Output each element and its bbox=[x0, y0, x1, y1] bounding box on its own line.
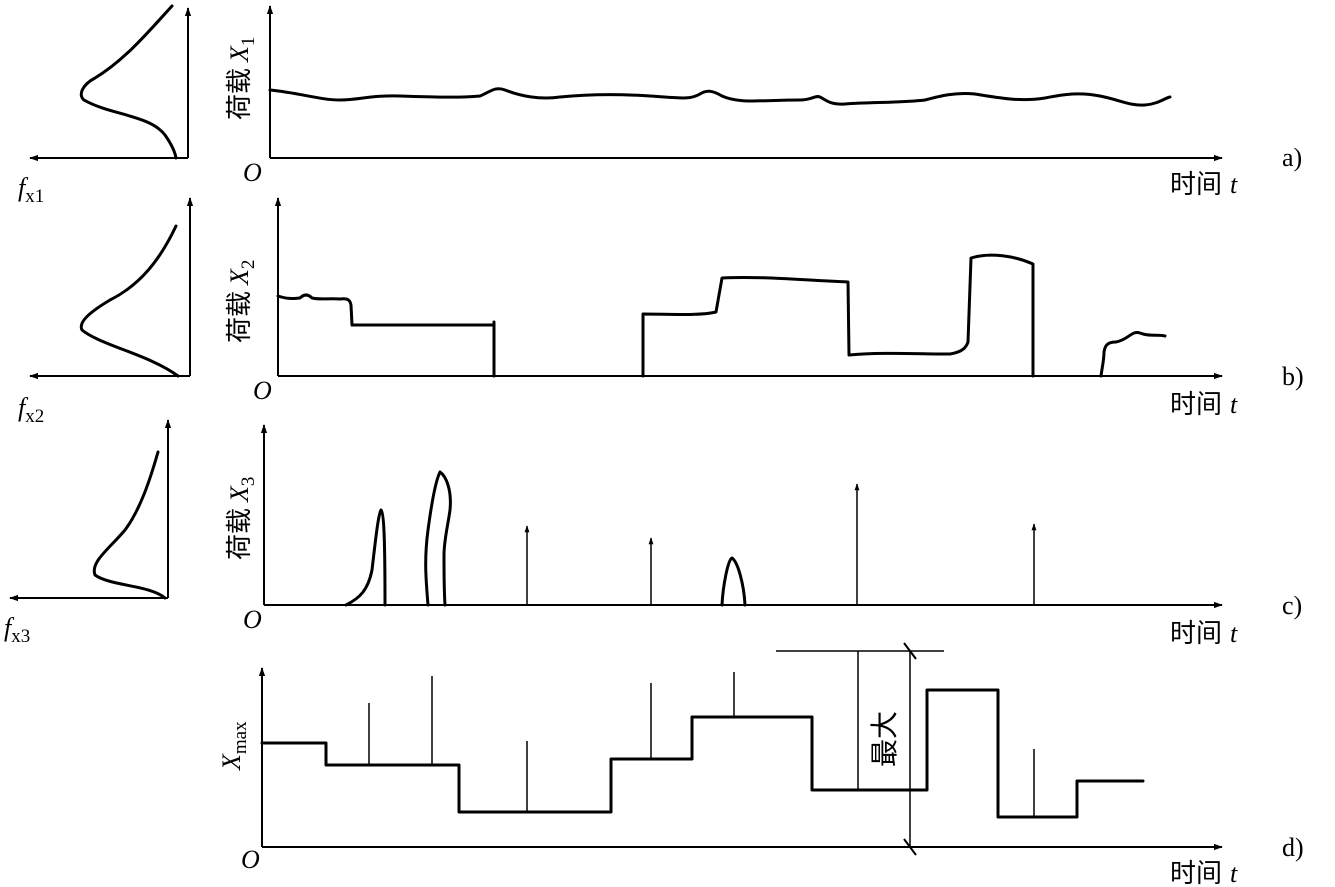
max-tick-bottom bbox=[903, 838, 917, 856]
xlabel-b: 时间 t bbox=[1170, 390, 1238, 419]
panel-c: fx3 O 荷载X3 时间 t c) bbox=[4, 419, 1302, 648]
origin-b: O bbox=[253, 376, 272, 405]
panel-tag-d: d) bbox=[1282, 833, 1304, 862]
load-a-curve bbox=[268, 87, 1172, 107]
panel-d: 最大 O Xmax 时间 t d) bbox=[217, 642, 1304, 887]
panel-tag-b: b) bbox=[1282, 362, 1304, 391]
ylabel-c: 荷载X3 bbox=[225, 477, 259, 560]
dist-c-label: fx3 bbox=[4, 613, 30, 647]
xlabel-d: 时间 t bbox=[1170, 859, 1238, 887]
time-history-b: O 荷载X2 时间 t b) bbox=[225, 197, 1304, 419]
panel-tag-c: c) bbox=[1282, 591, 1302, 620]
panel-a: fx1 O 荷载X1 时间 t a) bbox=[18, 4, 1302, 207]
time-history-a: O 荷载X1 时间 t a) bbox=[225, 5, 1302, 199]
time-history-c: O 荷载X3 时间 t c) bbox=[225, 424, 1302, 648]
origin-a: O bbox=[243, 158, 262, 187]
distribution-plot-b: fx2 bbox=[18, 197, 194, 427]
max-label: 最大 bbox=[869, 711, 901, 767]
load-c-pulse-1 bbox=[344, 508, 387, 607]
ylabel-b: 荷载X2 bbox=[225, 260, 259, 343]
ylabel-a: 荷载X1 bbox=[225, 37, 259, 120]
xlabel-a: 时间 t bbox=[1170, 170, 1238, 199]
dist-b-label: fx2 bbox=[18, 393, 44, 427]
load-b-segment-1 bbox=[276, 293, 496, 378]
dist-b-curve bbox=[79, 224, 180, 378]
panel-tag-a: a) bbox=[1282, 143, 1302, 172]
max-tick-top bbox=[903, 642, 917, 660]
max-step-curve bbox=[260, 688, 1145, 819]
load-c-pulse-3 bbox=[720, 556, 747, 607]
origin-c: O bbox=[243, 605, 262, 634]
dist-a-label: fx1 bbox=[18, 173, 44, 207]
panel-b: fx2 O 荷载X2 时间 t b) bbox=[18, 197, 1304, 427]
load-c-pulse-2 bbox=[424, 470, 452, 607]
distribution-plot-a: fx1 bbox=[18, 4, 192, 207]
ylabel-d: Xmax bbox=[217, 721, 251, 771]
dist-a-curve bbox=[79, 4, 178, 160]
xlabel-c: 时间 t bbox=[1170, 619, 1238, 648]
load-b-segment-3 bbox=[1099, 330, 1167, 378]
origin-d: O bbox=[241, 845, 260, 874]
time-history-d: 最大 O Xmax 时间 t d) bbox=[217, 642, 1304, 887]
distribution-plot-c: fx3 bbox=[4, 419, 172, 647]
dist-c-curve bbox=[92, 450, 167, 600]
load-b-segment-2 bbox=[641, 253, 1035, 378]
